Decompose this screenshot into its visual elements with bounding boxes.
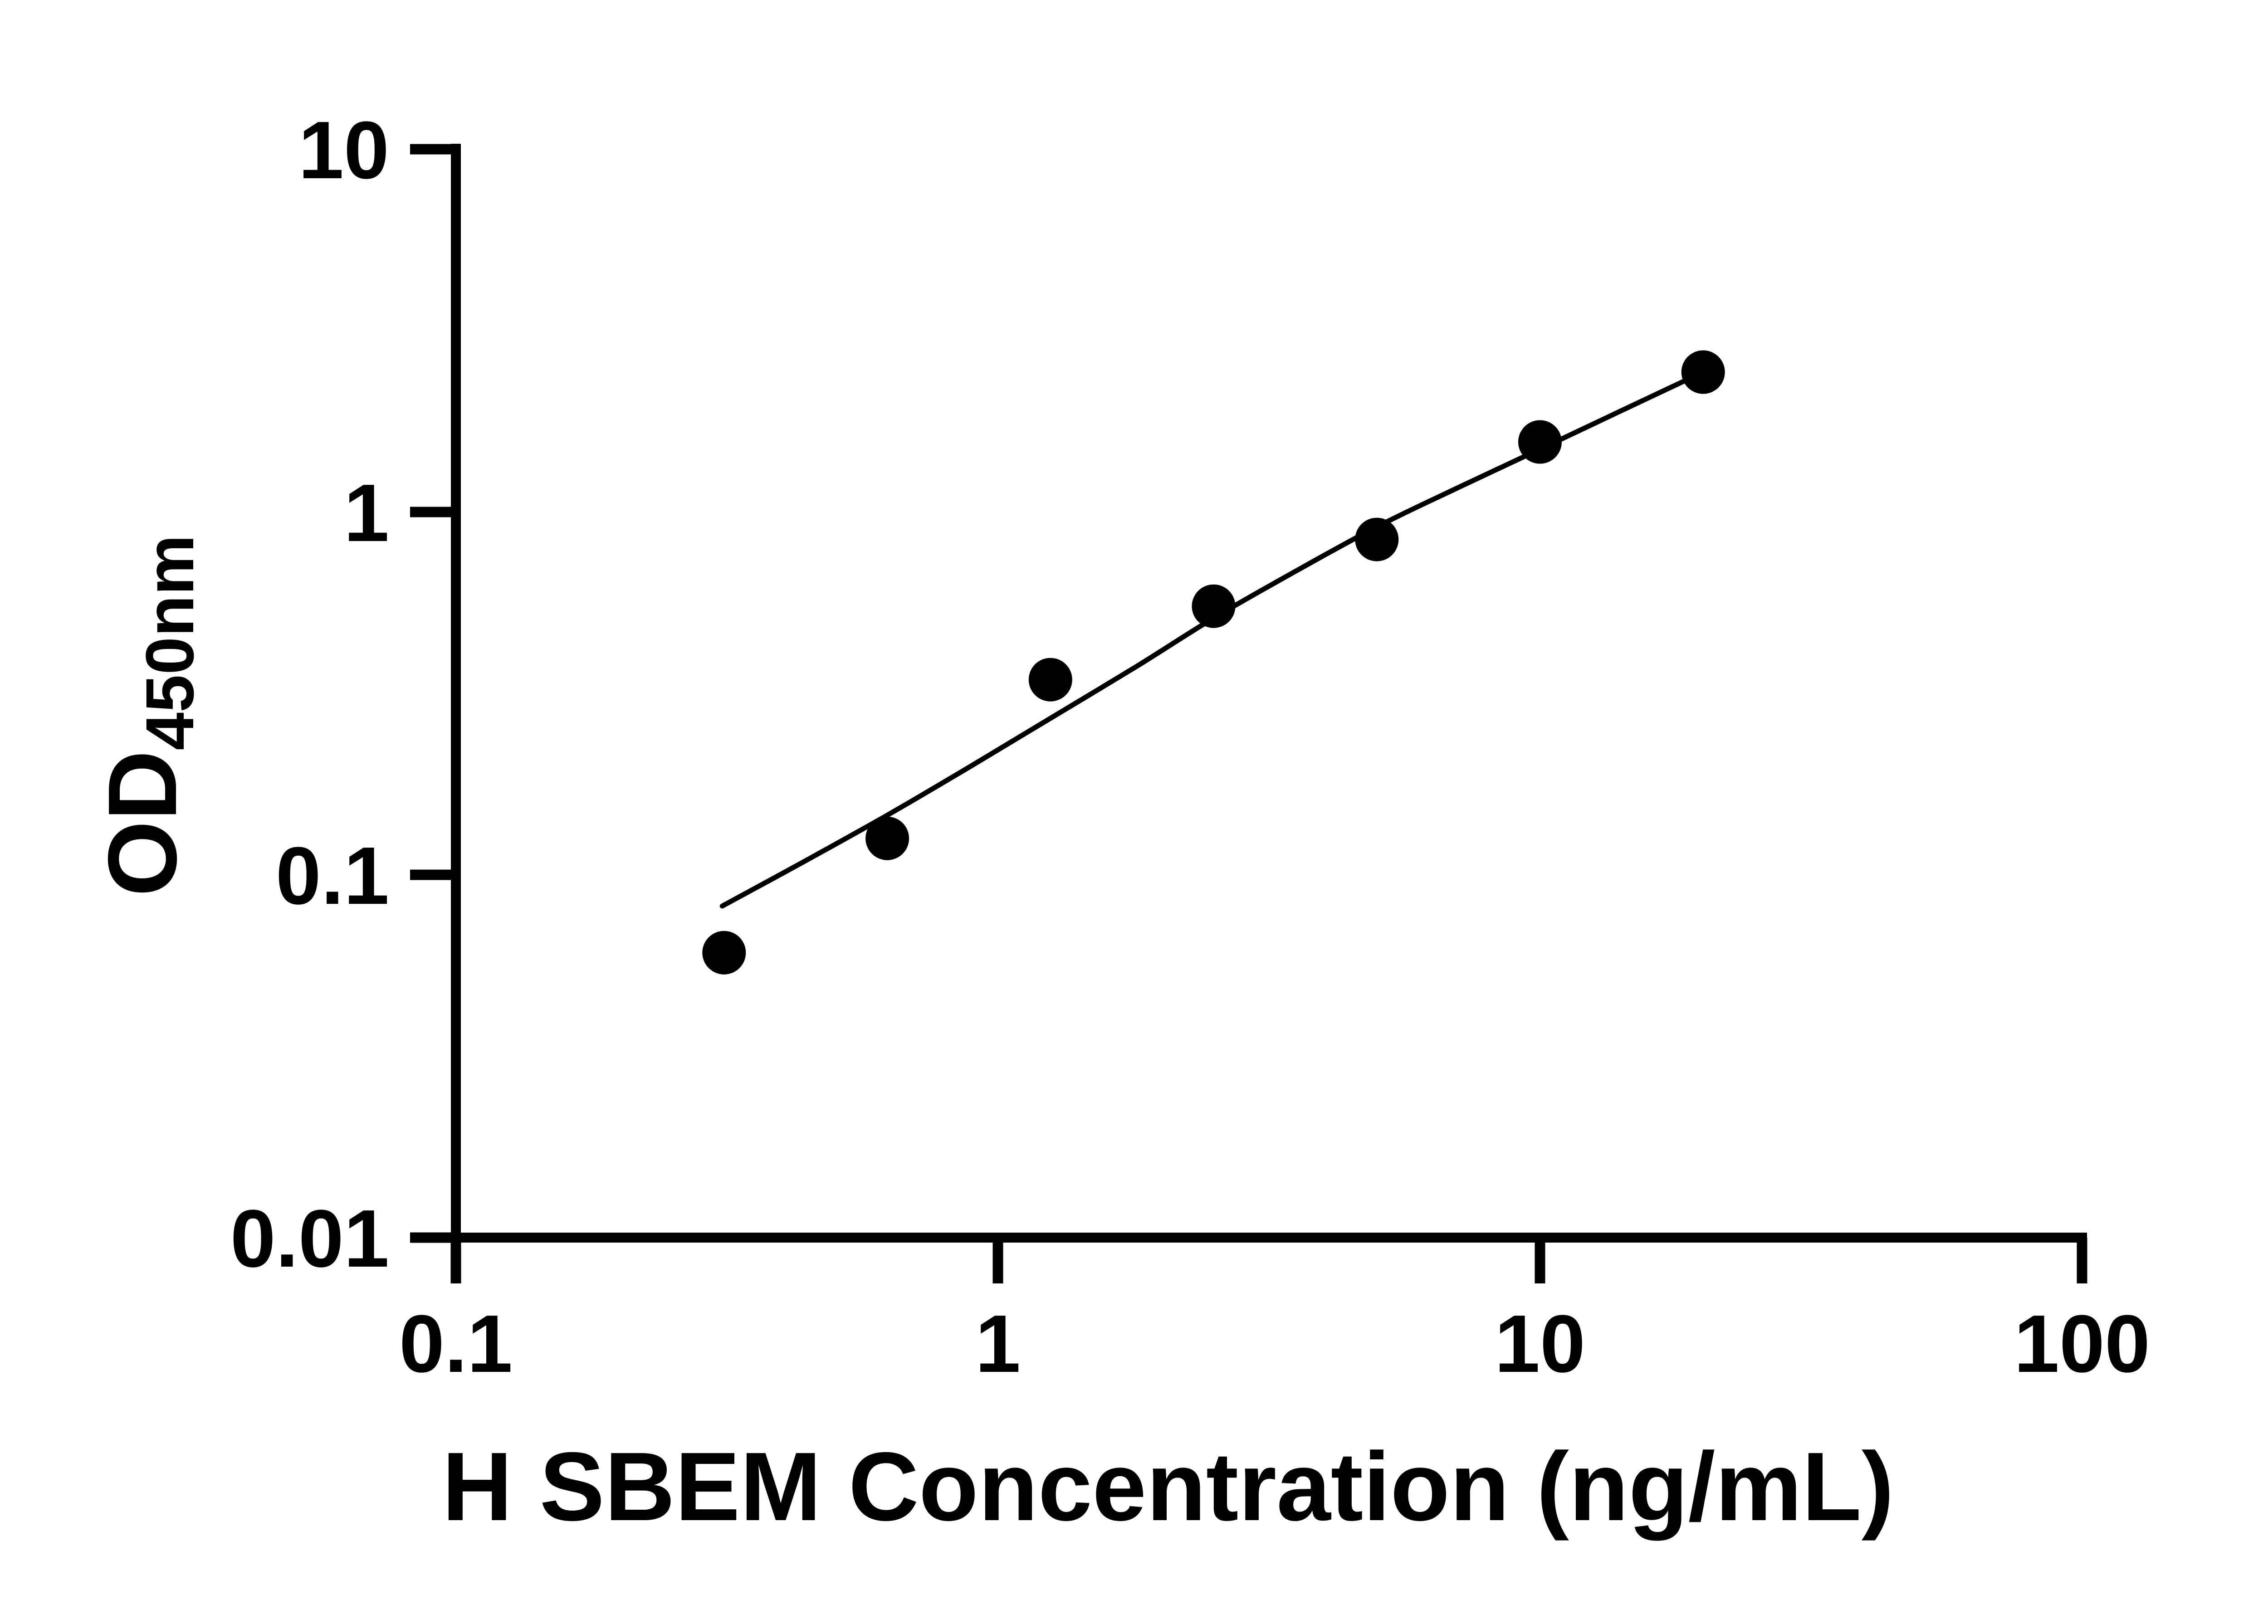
axis-titles: H SBEM Concentration (ng/mL) OD450nm xyxy=(88,535,1894,1541)
x-axis-title: H SBEM Concentration (ng/mL) xyxy=(442,1432,1894,1541)
data-point xyxy=(1355,517,1399,561)
y-tick xyxy=(410,1232,456,1243)
data-point xyxy=(1028,658,1072,702)
y-tick xyxy=(410,869,456,880)
y-tick-label: 0.01 xyxy=(230,1193,389,1284)
y-axis-line xyxy=(451,144,461,1243)
y-tick-label: 0.1 xyxy=(276,830,389,922)
x-tick xyxy=(450,1238,461,1283)
x-tick-label: 10 xyxy=(1495,1298,1585,1390)
data-points-layer xyxy=(702,350,1725,975)
y-tick xyxy=(410,144,456,155)
y-axis-title: OD450nm xyxy=(88,535,208,897)
y-tick-label: 10 xyxy=(298,105,389,196)
x-tick-label: 0.1 xyxy=(399,1298,513,1390)
data-point xyxy=(865,816,909,860)
x-tick xyxy=(1535,1238,1545,1283)
x-tick-label: 100 xyxy=(2014,1298,2150,1390)
x-tick xyxy=(992,1238,1003,1283)
x-axis-line xyxy=(451,1233,2087,1243)
data-point xyxy=(1518,420,1562,464)
y-tick-label: 1 xyxy=(344,468,389,559)
data-point xyxy=(1192,584,1236,628)
y-axis-title-subscript: 450nm xyxy=(132,535,208,750)
data-point xyxy=(702,931,746,975)
x-tick xyxy=(2077,1238,2087,1283)
x-tick-label: 1 xyxy=(975,1298,1021,1390)
data-point xyxy=(1681,350,1725,394)
y-tick xyxy=(410,507,456,517)
y-axis-title-main: OD xyxy=(88,750,197,897)
